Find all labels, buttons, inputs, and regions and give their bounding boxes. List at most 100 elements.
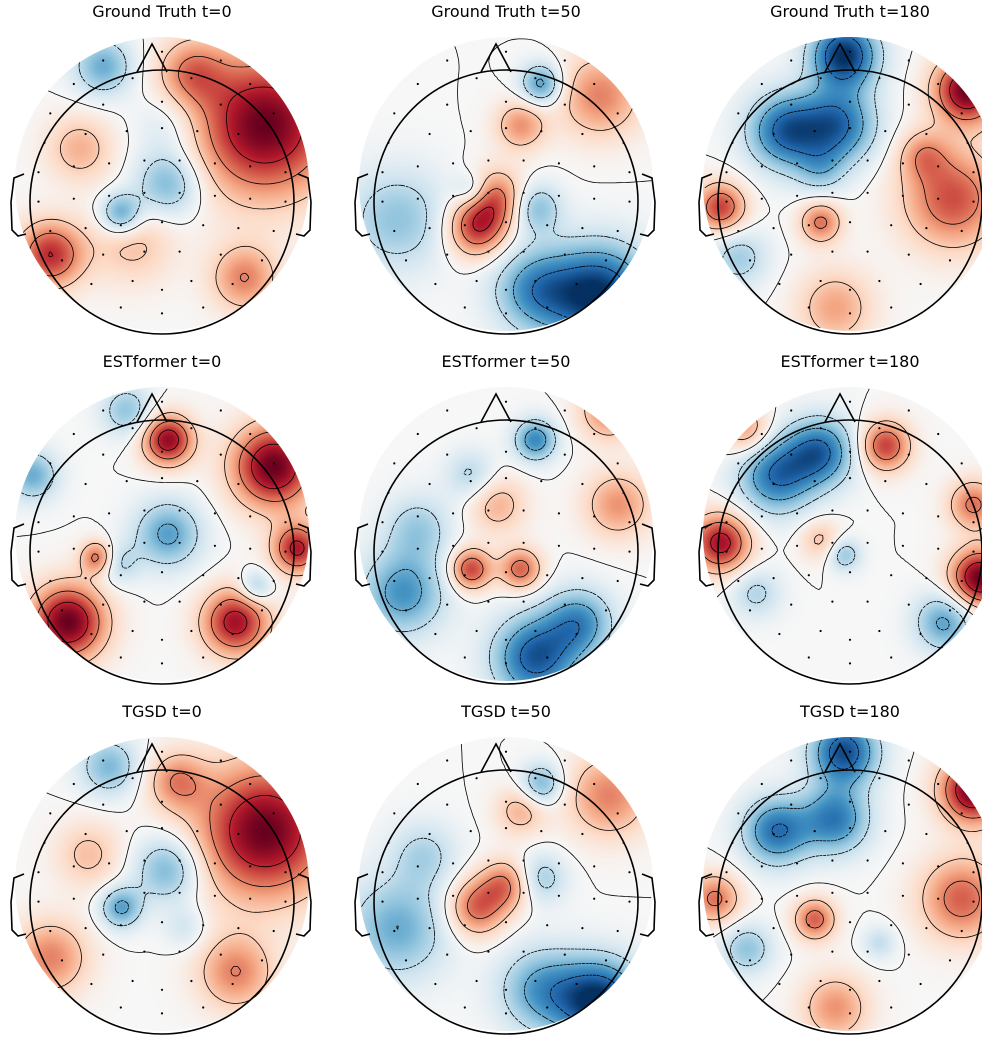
sensor-dot [131,427,134,430]
sensor-dot [272,929,275,933]
sensor-dot [848,750,852,753]
sensor-dot [404,609,408,612]
sensor-dot [848,50,852,53]
sensor-dot [878,279,881,283]
sensor-dot [948,609,952,612]
sensor-dot [907,953,910,956]
sensor-dot [219,59,222,62]
sensor-dot [381,200,384,203]
sensor-dot [884,130,887,133]
sensor-dot [890,306,893,309]
sensor-dot [84,577,87,580]
sensor-dot [219,253,222,256]
sensor-dot [972,871,975,874]
sensor-dot [884,830,887,833]
sensor-dot [540,130,543,133]
sensor-dot [831,250,834,253]
sensor-dot [37,200,40,203]
sensor-dot [487,509,490,512]
sensor-dot [616,112,619,115]
sensor-dot [960,929,963,933]
sensor-dot [108,194,111,197]
head-outline [10,392,312,685]
sensor-dot [119,1006,122,1009]
sensor-dot [37,871,40,874]
sensor-dot [819,777,822,780]
sensor-dot [381,871,384,874]
sensor-dot [628,900,631,903]
sensor-dot [178,859,181,862]
sensor-dot [84,227,87,230]
sensor-dot [84,832,87,836]
sensor-dot [972,521,975,524]
nose-marker [136,42,168,73]
sensor-dot [737,229,740,233]
sensor-dot [522,541,525,544]
sensor-dot [249,197,252,200]
sensor-dot [143,191,146,194]
sensor-dot [546,574,549,577]
sensor-dot [475,427,478,430]
sensor-dot [790,603,793,606]
sensor-dot [143,859,146,862]
sensor-dot [504,127,508,130]
sensor-dot [475,629,478,633]
sensor-dot [393,462,396,465]
nose-marker [480,742,512,773]
sensor-dot [937,82,940,86]
sensor-dot [796,544,799,547]
sensor-dot [393,579,396,583]
sensor-dot [72,897,75,900]
sensor-dot [202,306,205,309]
sensor-dot [219,603,222,606]
sensor-dot [231,282,234,286]
sensor-dot [160,288,164,291]
sensor-dot [960,462,963,465]
sensor-dot [907,759,910,762]
sensor-dot [119,306,122,309]
sensor-dot [819,979,822,983]
sensor-dot [972,550,975,553]
sensor-dot [119,574,122,577]
scalp-field [703,37,982,331]
sensor-dot [487,159,490,162]
topomap-panel: ESTformer t=180 [690,352,982,697]
contour-lines [704,38,982,330]
sensor-dot [237,927,240,930]
topomap-plot [354,37,656,335]
sensor-dot [160,477,164,480]
sensor-dot [937,782,940,786]
sensor-dot [416,782,419,786]
sensor-dot [487,891,490,894]
sensor-dot [831,950,834,953]
sensor-dot [108,862,111,865]
scalp-field [359,387,653,681]
sensor-dot [37,171,40,174]
sensor-dot [463,574,466,577]
sensor-dot [604,609,608,612]
sensor-dot [907,603,910,606]
sensor-dot [790,253,793,256]
sensor-dot [760,432,763,436]
sensor-dot [178,191,181,194]
sensor-dot [557,894,560,897]
sensor-dot [563,253,566,256]
sensor-dot [446,603,449,606]
sensor-dot [884,480,887,483]
sensor-dot [237,577,240,580]
sensor-dot [937,515,940,518]
sensor-dot [925,227,928,230]
sensor-dot [593,165,596,168]
sensor-dot [760,165,763,168]
sensor-dot [522,159,525,162]
sensor-dot [452,512,455,515]
sensor-dots [381,400,631,665]
topomap-plot [354,387,656,685]
left-ear [698,173,715,237]
sensor-dot [284,521,287,524]
sensor-dot [866,509,869,512]
sensor-dot [202,1006,205,1009]
sensor-dot [907,59,910,62]
sensor-dot [231,632,234,636]
sensor-dot [381,171,384,174]
